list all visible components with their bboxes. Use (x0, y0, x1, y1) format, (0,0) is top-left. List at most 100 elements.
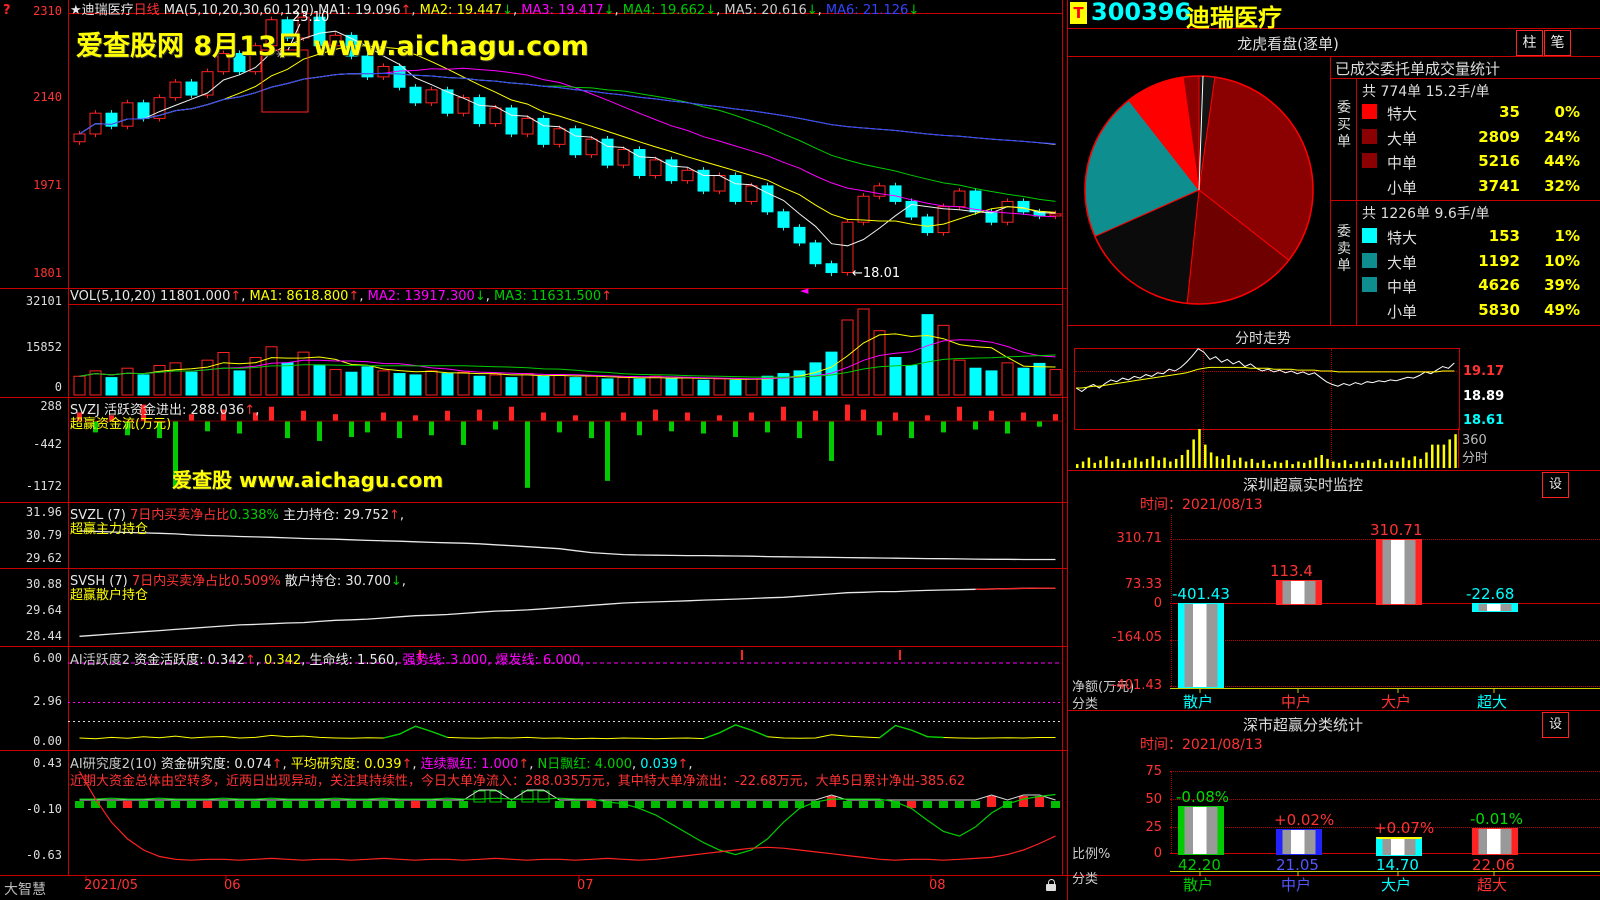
stock-flag-badge: T (1070, 2, 1087, 24)
buy-row-volume: 5216 (1478, 152, 1520, 170)
axis-label: -0.10 (25, 802, 62, 816)
header-part: MA6: 21.126 (825, 3, 909, 18)
header-part: MA5: 20.616 (724, 3, 807, 18)
header-part: , (512, 3, 522, 18)
header-part: , 生命线: 1.560, (301, 653, 403, 668)
column-view-button[interactable]: 柱 (1516, 30, 1543, 56)
header-part: 主力持仓: 29.752 (278, 508, 389, 523)
stats-bar-value: 14.70 (1376, 856, 1419, 874)
header-part: , (241, 289, 250, 304)
buy-swatch (1362, 128, 1377, 144)
axis-label: -0.63 (25, 848, 62, 862)
ai-activity-header: AI活跃度2 资金活跃度: 0.342↑, 0.342, 生命线: 1.560,… (70, 649, 584, 668)
scroll-marker-icon[interactable]: ◄ (800, 284, 809, 297)
header-part: ↓ (705, 3, 717, 18)
sell-row-name: 中单 (1387, 278, 1418, 296)
header-part: VOL(5,10,20) (70, 289, 161, 304)
stats-axis-value: 75 (1145, 764, 1162, 779)
monitor-bar-大户 (1376, 539, 1422, 605)
svsh-header: SVSH (7) 7日内买卖净占比0.509% 散户持仓: 30.700↓, (70, 570, 406, 589)
stats-bar-value: 21.05 (1276, 856, 1319, 874)
header-part: ↓ (502, 3, 513, 18)
annotation-low: ←18.01 (852, 266, 901, 281)
header-part: ↓ (908, 3, 920, 18)
buy-row-name: 特大 (1387, 105, 1418, 123)
axis-label: 30.79 (25, 528, 62, 542)
sell-row-name: 小单 (1387, 302, 1418, 321)
stock-name: 迪瑞医疗 (1186, 4, 1282, 32)
axis-label: 0.00 (33, 734, 62, 748)
monitor-bar-value: -22.68 (1466, 585, 1515, 603)
header-part: N日飘红: 4.000 (537, 757, 633, 772)
watermark-main: 爱查股网 8月13日 www.aichagu.com (76, 31, 589, 62)
axis-label: 1801 (33, 266, 62, 280)
header-part: 平均研究度: 0.039 (290, 757, 402, 772)
stats-axis-label-2: 分类 (1072, 872, 1099, 887)
axis-label: 29.64 (25, 603, 62, 617)
svzl-subtitle: 超赢主力持仓 (70, 522, 149, 537)
buy-row-volume: 35 (1499, 103, 1520, 121)
sell-swatch (1362, 252, 1377, 268)
monitor-axis-value: 73.33 (1124, 577, 1162, 592)
sell-swatch (1362, 277, 1377, 292)
axis-label: 2140 (33, 90, 62, 104)
stats-bar-change: -0.01% (1470, 810, 1524, 828)
header-part: ↑ (388, 508, 400, 523)
svsh-subtitle: 超赢散户持仓 (70, 588, 149, 603)
monitor-axis-label-2: 分类 (1072, 697, 1099, 712)
header-part: MA(5,10,20,30,60,120) (159, 3, 319, 18)
sell-summary: 共 1226单 9.6手/单 (1362, 206, 1490, 222)
buy-row-percent: 24% (1544, 127, 1580, 146)
header-part: ↑ (518, 757, 530, 772)
header-part: , (255, 653, 265, 668)
axis-label: 31.96 (25, 505, 62, 519)
header-part: 0.039 (640, 757, 678, 772)
svzj-header: SVZJ 活跃资金进出: 288.036↑, (70, 399, 259, 418)
stats-bar-change: +0.07% (1374, 819, 1435, 837)
ai-research-header: AI研究度2(10) 资金研究度: 0.074↑, 平均研究度: 0.039↑,… (70, 753, 693, 772)
stats-axis-label-1: 比例% (1072, 847, 1111, 862)
header-part: , (688, 757, 693, 772)
monitor-time: 时间：2021/08/13 (1140, 497, 1263, 513)
monitor-bar-category: 散户 (1183, 693, 1214, 711)
date-axis-label: 08 (929, 878, 946, 893)
axis-label: 288 (40, 399, 62, 413)
monitor-settings-button[interactable]: 设 (1542, 472, 1569, 498)
minute-mode-label[interactable]: 分时 (1462, 451, 1489, 466)
stats-bar-category: 大户 (1381, 876, 1412, 894)
header-part: MA2: 13917.300 (367, 289, 475, 304)
header-part: 资金活跃度: 0.342 (134, 653, 245, 668)
axis-label: 28.44 (25, 629, 62, 643)
axis-label: 6.00 (33, 651, 62, 665)
header-part: , (399, 508, 405, 523)
buy-side-label: 委买单 (1337, 100, 1351, 150)
axis-label: 2.96 (33, 694, 62, 708)
sell-row-name: 特大 (1387, 229, 1418, 247)
header-part: 强势线: 3.000, (402, 653, 496, 668)
header-part: 连续飘红: 1.000 (420, 757, 519, 772)
kline-header: ★迪瑞医疗日线 MA(5,10,20,30,60,120) MA1: 19.09… (70, 0, 919, 18)
pen-view-button[interactable]: 笔 (1544, 30, 1571, 56)
lock-icon[interactable] (1046, 879, 1056, 891)
svzj-subtitle: 超赢资金流(万元) (70, 417, 172, 432)
sell-row-percent: 10% (1544, 251, 1580, 270)
sell-swatch (1362, 228, 1377, 243)
buy-row-name: 中单 (1387, 154, 1418, 172)
header-part: ↓ (474, 289, 486, 304)
stats-time: 时间：2021/08/13 (1140, 737, 1263, 753)
status-app-name: 大智慧 (4, 882, 46, 898)
stats-settings-button[interactable]: 设 (1542, 712, 1569, 738)
monitor-bar-value: -401.43 (1172, 585, 1230, 603)
header-part: , (632, 757, 641, 772)
header-part: ↑ (677, 757, 689, 772)
header-part: MA2: 19.447 (419, 3, 503, 18)
cursor-mode-icon[interactable]: ? (3, 3, 11, 18)
stats-bar-散户 (1178, 806, 1224, 855)
sz-monitor-title: 深圳超赢实时监控 (1242, 476, 1363, 494)
tab-dragon-tiger[interactable]: 龙虎看盘(逐单) (1237, 35, 1339, 53)
stats-bar-value: 22.06 (1472, 856, 1515, 874)
monitor-bar-category: 大户 (1381, 693, 1412, 711)
minute-chart-title: 分时走势 (1235, 331, 1291, 347)
header-part: , (817, 3, 826, 18)
